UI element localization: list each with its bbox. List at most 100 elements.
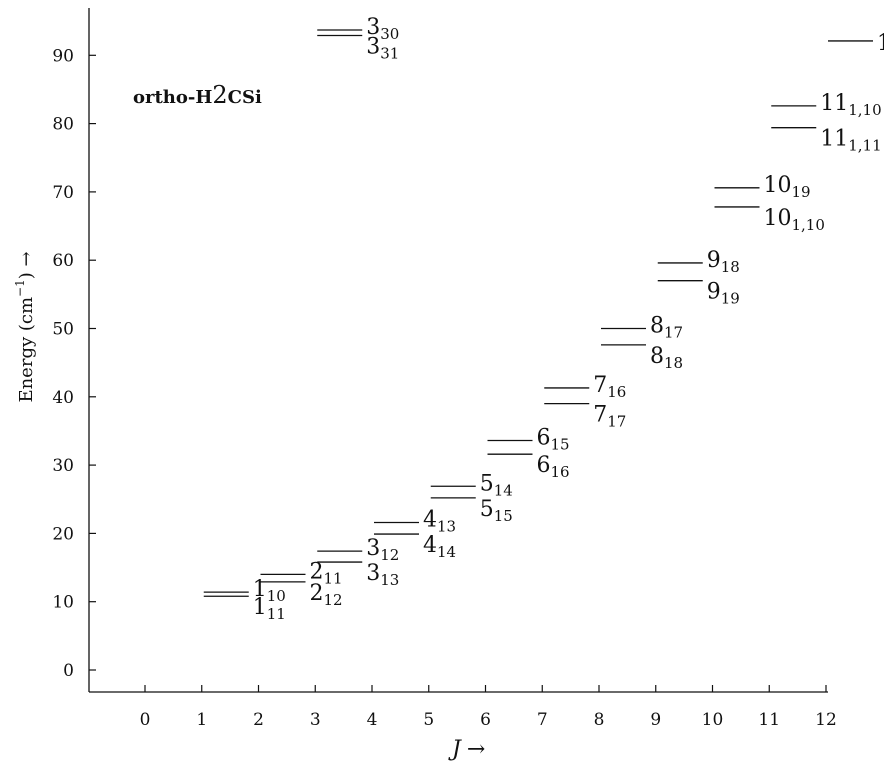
level-label-main: 3 xyxy=(366,536,380,561)
level-label-main: 8 xyxy=(650,344,664,369)
axes xyxy=(88,8,828,693)
level-label: 616 xyxy=(537,453,570,481)
x-tick-label: 5 xyxy=(423,710,434,730)
level-label-main: 2 xyxy=(310,581,324,606)
level-label: 413 xyxy=(423,507,456,535)
x-axis-title-symbol: J xyxy=(448,737,462,762)
level-label-main: 4 xyxy=(423,507,437,532)
level-label-sub: 1,10 xyxy=(792,216,825,234)
level-label-sub: 14 xyxy=(437,543,456,561)
level-label: 414 xyxy=(423,533,456,561)
level-label: 817 xyxy=(650,314,683,342)
level-label-main: 2 xyxy=(310,559,324,584)
level-label-main: 3 xyxy=(366,15,380,40)
y-tick-label: 30 xyxy=(52,456,74,476)
level-label: 615 xyxy=(537,426,570,454)
y-tick-label: 50 xyxy=(52,320,74,340)
level-label-sub: 1,11 xyxy=(848,137,881,155)
x-tick-label: 4 xyxy=(367,710,378,730)
level-label-main: 5 xyxy=(480,497,494,522)
chart-title-digit: 2 xyxy=(212,81,227,109)
level-label: 211 xyxy=(310,559,343,587)
level-label-sub: 13 xyxy=(380,571,399,589)
level-label: 716 xyxy=(593,373,626,401)
y-tick-label: 80 xyxy=(52,115,74,135)
y-tick-label: 90 xyxy=(52,46,74,66)
x-tick-label: 10 xyxy=(702,710,724,730)
x-tick-label: 2 xyxy=(253,710,264,730)
level-label-sub: 16 xyxy=(551,463,570,481)
level-label-main: 10 xyxy=(764,173,792,198)
level-label-main: 6 xyxy=(537,426,551,451)
level-label: 818 xyxy=(650,344,683,372)
level-label-sub: 17 xyxy=(664,324,683,342)
x-axis-ticks: 0 1 2 3 4 5 6 7 8 9 10 11 12 xyxy=(140,685,837,730)
level-label-sub: 15 xyxy=(494,507,513,525)
x-tick-label: 8 xyxy=(594,710,605,730)
x-axis-title: J → xyxy=(448,737,485,762)
level-label-main: 1 xyxy=(253,595,267,620)
level-label-sub: 1,10 xyxy=(848,101,881,119)
level-label-main: 1 xyxy=(253,577,267,602)
level-label: 121,12 xyxy=(877,31,884,59)
y-axis-title-suffix: ) → xyxy=(16,251,37,279)
chart-title-prefix: ortho-H xyxy=(133,87,212,108)
level-label-main: 11 xyxy=(820,91,848,116)
level-label-main: 12 xyxy=(877,31,884,56)
level-label: 515 xyxy=(480,497,513,525)
level-label-main: 9 xyxy=(707,280,721,305)
level-label: 312 xyxy=(366,536,399,564)
level-label-sub: 12 xyxy=(380,546,399,564)
y-tick-label: 20 xyxy=(52,524,74,544)
x-tick-label: 12 xyxy=(815,710,837,730)
level-label-main: 6 xyxy=(537,453,551,478)
level-label-sub: 16 xyxy=(607,383,626,401)
level-label: 330 xyxy=(366,15,399,43)
level-label: 212 xyxy=(310,581,343,609)
level-label: 313 xyxy=(366,561,399,589)
y-tick-label: 60 xyxy=(52,251,74,271)
x-tick-label: 7 xyxy=(537,710,548,730)
level-label-main: 7 xyxy=(593,403,607,428)
level-label-sub: 13 xyxy=(437,517,456,535)
level-label: 1019 xyxy=(764,173,811,201)
level-label: 111,10 xyxy=(820,91,881,119)
level-label-sub: 11 xyxy=(324,569,343,587)
level-label-sub: 12 xyxy=(324,591,343,609)
level-label-main: 5 xyxy=(480,471,494,496)
y-axis-title-prefix: Energy (cm xyxy=(16,297,37,403)
level-label-sub: 30 xyxy=(380,25,399,43)
y-tick-label: 70 xyxy=(52,183,74,203)
level-label-sub: 19 xyxy=(721,290,740,308)
level-label: 111 xyxy=(253,595,286,623)
level-label-main: 3 xyxy=(366,34,380,59)
x-tick-label: 3 xyxy=(310,710,321,730)
chart-title: ortho-H2CSi xyxy=(133,81,262,109)
level-label-main: 11 xyxy=(820,127,848,152)
level-label-main: 4 xyxy=(423,533,437,558)
level-labels: 1101112112123123134134145145156156167167… xyxy=(253,15,884,623)
y-axis-title-exponent: −1 xyxy=(13,279,27,297)
level-label-main: 7 xyxy=(593,373,607,398)
y-tick-label: 0 xyxy=(63,661,74,681)
level-label-main: 10 xyxy=(764,206,792,231)
level-label: 514 xyxy=(480,471,513,499)
level-label: 331 xyxy=(366,34,399,62)
level-label: 918 xyxy=(707,248,740,276)
level-label-sub: 11 xyxy=(267,605,286,623)
x-tick-label: 0 xyxy=(140,710,151,730)
level-label-sub: 10 xyxy=(267,587,286,605)
level-label-sub: 15 xyxy=(551,436,570,454)
level-label: 101,10 xyxy=(764,206,825,234)
level-label: 110 xyxy=(253,577,286,605)
y-tick-label: 10 xyxy=(52,593,74,613)
y-axis-ticks: 0 10 20 30 40 50 60 70 80 90 xyxy=(52,46,96,681)
y-tick-label: 40 xyxy=(52,388,74,408)
x-tick-label: 9 xyxy=(650,710,661,730)
x-tick-label: 6 xyxy=(480,710,491,730)
level-label-sub: 17 xyxy=(607,413,626,431)
level-label: 919 xyxy=(707,280,740,308)
level-label-main: 3 xyxy=(366,561,380,586)
x-axis-title-arrow: → xyxy=(467,737,485,762)
